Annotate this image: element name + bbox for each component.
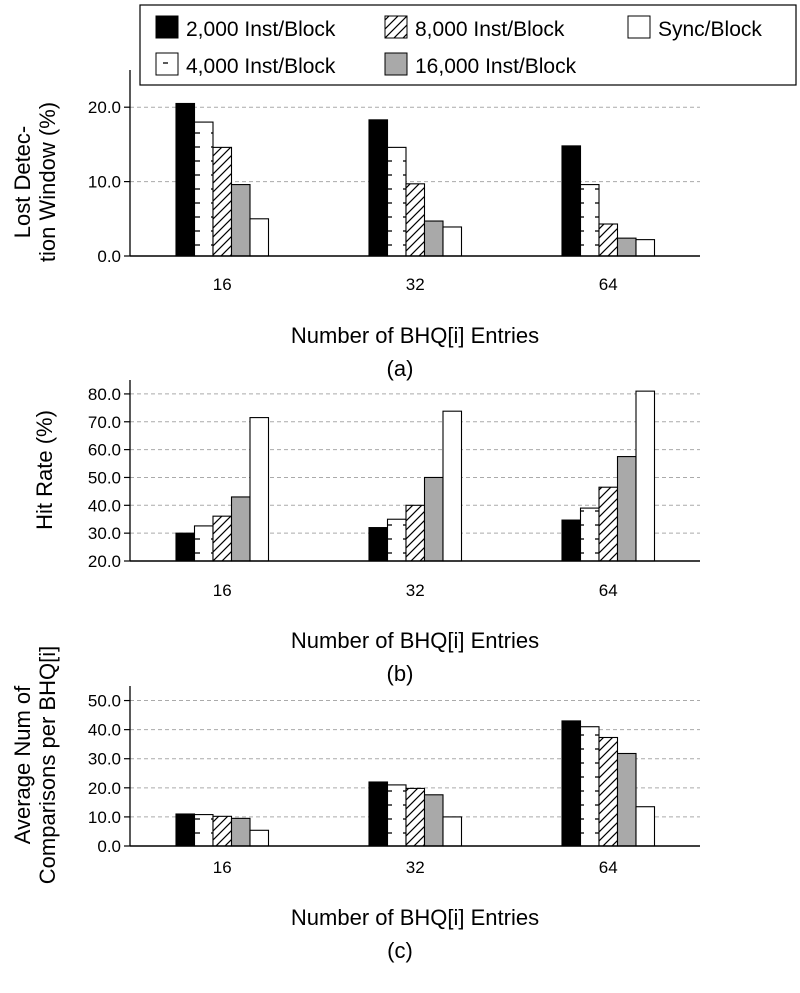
bar-4000-32 xyxy=(386,518,407,562)
bar-8000-64 xyxy=(598,736,619,847)
x-tick-label: 64 xyxy=(599,581,618,600)
y-tick-label: 0.0 xyxy=(97,837,121,856)
bar-4000-32 xyxy=(386,146,407,257)
y-axis-title: Average Num of xyxy=(10,685,35,844)
bar-sync-32 xyxy=(442,816,463,847)
x-tick-label: 64 xyxy=(599,858,618,877)
bar-2000-16 xyxy=(175,102,196,257)
bar-2000-64 xyxy=(561,720,582,847)
legend-label-4000: 4,000 Inst/Block xyxy=(186,55,336,78)
legend-label-16000: 16,000 Inst/Block xyxy=(415,55,577,78)
bar-16000-64 xyxy=(616,752,637,847)
y-tick-label: 0.0 xyxy=(97,247,121,266)
bar-16000-32 xyxy=(423,220,444,257)
bar-16000-16 xyxy=(230,184,251,257)
legend-label-8000: 8,000 Inst/Block xyxy=(415,18,565,41)
y-axis-title: Comparisons per BHQ[i] xyxy=(35,646,60,884)
bar-sync-64 xyxy=(635,239,656,257)
y-tick-label: 40.0 xyxy=(88,721,121,740)
legend-frame xyxy=(139,4,797,86)
bar-2000-32 xyxy=(368,119,389,257)
bar-2000-64 xyxy=(561,519,582,562)
bar-4000-16 xyxy=(193,814,214,847)
y-tick-label: 20.0 xyxy=(88,779,121,798)
bar-2000-32 xyxy=(368,781,389,847)
legend-swatch-2000 xyxy=(155,15,179,39)
bar-16000-32 xyxy=(423,476,444,562)
y-tick-label: 70.0 xyxy=(88,413,121,432)
y-tick-label: 50.0 xyxy=(88,692,121,711)
bar-16000-32 xyxy=(423,794,444,847)
bar-16000-64 xyxy=(616,456,637,562)
y-axis-title: tion Window (%) xyxy=(35,102,60,262)
chart-panel-b: 20.0 30.0 40.0 50.0 60.0 70.0 80.0 16 32 64 Number… xyxy=(32,380,700,686)
bar-8000-16 xyxy=(212,815,233,847)
legend-swatch-8000 xyxy=(384,15,408,39)
legend-swatch-16000 xyxy=(384,52,408,76)
y-axis-title: Hit Rate (%) xyxy=(32,410,57,530)
legend-swatch-sync xyxy=(627,15,651,39)
bar-4000-64 xyxy=(579,184,600,257)
bar-16000-64 xyxy=(616,237,637,257)
y-tick-label: 20.0 xyxy=(88,98,121,117)
bar-sync-16 xyxy=(249,829,270,847)
bar-8000-32 xyxy=(405,183,426,257)
bar-4000-32 xyxy=(386,784,407,847)
bar-8000-16 xyxy=(212,146,233,257)
x-tick-label: 16 xyxy=(213,581,232,600)
bar-2000-64 xyxy=(561,145,582,257)
y-tick-label: 60.0 xyxy=(88,441,121,460)
y-tick-label: 10.0 xyxy=(88,173,121,192)
bar-sync-16 xyxy=(249,417,270,562)
bar-16000-16 xyxy=(230,817,251,847)
chart-panel-c: 0.0 10.0 20.0 30.0 40.0 50.0 16 32 64 Number of B… xyxy=(10,646,700,963)
bar-2000-32 xyxy=(368,527,389,562)
y-tick-label: 30.0 xyxy=(88,524,121,543)
x-tick-label: 32 xyxy=(406,858,425,877)
bar-sync-32 xyxy=(442,226,463,257)
bar-4000-16 xyxy=(193,121,214,257)
legend: 2,000 Inst/Block 8,000 Inst/Block Sync/B… xyxy=(139,4,797,86)
legend-swatch-4000 xyxy=(155,52,179,76)
x-tick-label: 16 xyxy=(213,858,232,877)
chart-panel-a: 0.0 10.0 20.0 16 32 64 Number of BHQ[i] Entrie… xyxy=(10,70,700,381)
panel-label: (a) xyxy=(387,356,414,381)
panel-label: (b) xyxy=(387,661,414,686)
legend-label-sync: Sync/Block xyxy=(658,18,762,41)
y-tick-label: 10.0 xyxy=(88,808,121,827)
x-tick-label: 16 xyxy=(213,275,232,294)
bar-sync-32 xyxy=(442,410,463,562)
bar-4000-64 xyxy=(579,507,600,562)
bar-4000-64 xyxy=(579,726,600,847)
bar-8000-64 xyxy=(598,223,619,257)
bar-4000-16 xyxy=(193,525,214,562)
panel-label: (c) xyxy=(387,938,413,963)
x-tick-label: 64 xyxy=(599,275,618,294)
bar-8000-32 xyxy=(405,504,426,562)
x-tick-label: 32 xyxy=(406,581,425,600)
bar-8000-16 xyxy=(212,515,233,562)
y-tick-label: 40.0 xyxy=(88,496,121,515)
bar-8000-32 xyxy=(405,787,426,847)
y-tick-label: 50.0 xyxy=(88,468,121,487)
bar-sync-16 xyxy=(249,218,270,257)
y-tick-label: 30.0 xyxy=(88,750,121,769)
bar-sync-64 xyxy=(635,806,656,847)
y-axis-title: Lost Detec- xyxy=(10,126,35,239)
x-tick-label: 32 xyxy=(406,275,425,294)
x-axis-title: Number of BHQ[i] Entries xyxy=(291,628,539,653)
legend-label-2000: 2,000 Inst/Block xyxy=(186,18,336,41)
x-axis-title: Number of BHQ[i] Entries xyxy=(291,905,539,930)
y-tick-label: 80.0 xyxy=(88,385,121,404)
x-axis-title: Number of BHQ[i] Entries xyxy=(291,323,539,348)
bar-16000-16 xyxy=(230,496,251,562)
bar-sync-64 xyxy=(635,390,656,562)
bar-2000-16 xyxy=(175,532,196,562)
bar-2000-16 xyxy=(175,813,196,847)
y-tick-label: 20.0 xyxy=(88,552,121,571)
bar-8000-64 xyxy=(598,486,619,562)
